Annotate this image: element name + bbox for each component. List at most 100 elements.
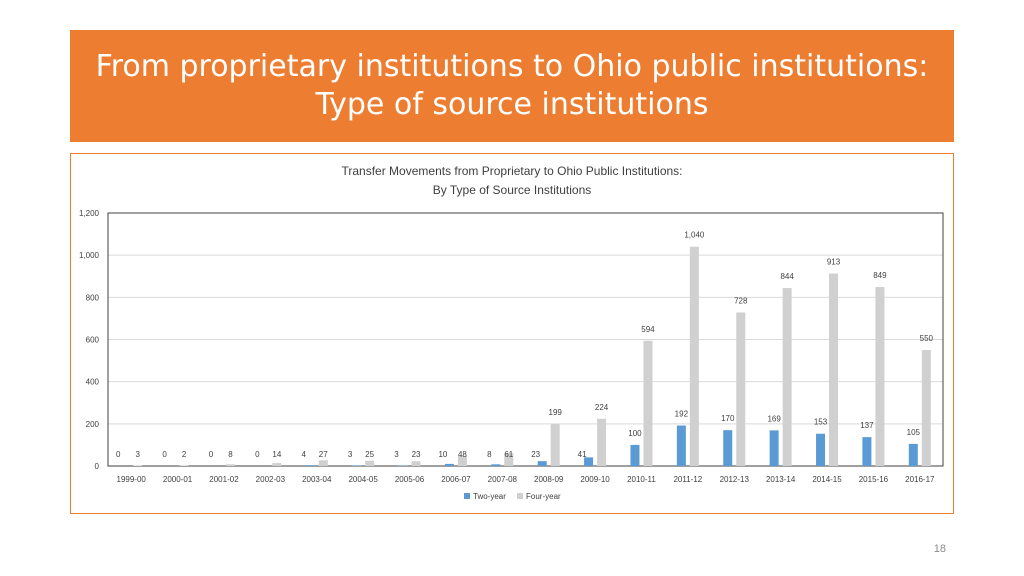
x-tick-label: 2007-08 [488, 475, 518, 484]
y-tick-label: 200 [86, 420, 100, 429]
bar-four-year [318, 460, 328, 466]
data-label-two-year: 10 [438, 450, 447, 459]
bar-four-year [457, 455, 467, 466]
data-label-four-year: 1,040 [684, 231, 705, 240]
bar-two-year [676, 425, 686, 466]
y-tick-label: 600 [86, 336, 100, 345]
bar-four-year [225, 464, 235, 466]
x-tick-label: 2001-02 [209, 475, 239, 484]
bar-four-year [550, 424, 560, 466]
data-label-two-year: 192 [675, 410, 689, 419]
data-label-four-year: 844 [780, 272, 794, 281]
bar-two-year [584, 457, 594, 466]
data-label-two-year: 100 [628, 429, 642, 438]
bar-four-year [782, 288, 792, 466]
y-tick-label: 1,000 [79, 251, 100, 260]
data-label-two-year: 3 [348, 450, 353, 459]
chart-subtitle: By Type of Source Institutions [433, 183, 592, 197]
x-tick-label: 2014-15 [812, 475, 842, 484]
bar-two-year [537, 461, 547, 466]
bar-four-year [875, 287, 885, 466]
slide-title-line2: Type of source institutions [315, 87, 709, 122]
page-number: 18 [933, 543, 946, 555]
data-label-four-year: 728 [734, 297, 748, 306]
x-tick-label: 2003-04 [302, 475, 332, 484]
data-label-four-year: 61 [504, 450, 513, 459]
x-tick-label: 2012-13 [720, 475, 750, 484]
data-label-two-year: 170 [721, 414, 735, 423]
data-label-two-year: 105 [907, 428, 921, 437]
x-tick-label: 2008-09 [534, 475, 564, 484]
data-label-two-year: 0 [116, 450, 121, 459]
bar-two-year [862, 437, 872, 466]
data-label-two-year: 169 [767, 414, 781, 423]
data-label-two-year: 0 [162, 450, 167, 459]
y-tick-label: 0 [95, 462, 100, 471]
chart-frame: Transfer Movements from Proprietary to O… [70, 153, 954, 514]
bar-two-year [908, 443, 918, 466]
bar-four-year [921, 350, 931, 466]
x-tick-label: 2010-11 [627, 475, 656, 484]
data-label-four-year: 27 [319, 450, 328, 459]
bar-two-year [491, 464, 501, 466]
y-tick-label: 400 [86, 378, 100, 387]
x-tick-label: 1999-00 [117, 475, 147, 484]
data-label-two-year: 23 [531, 450, 540, 459]
data-label-two-year: 4 [302, 450, 307, 459]
data-label-four-year: 25 [365, 450, 374, 459]
bar-four-year [689, 246, 699, 466]
bar-two-year [398, 465, 408, 466]
x-tick-label: 2004-05 [348, 475, 378, 484]
data-label-two-year: 0 [209, 450, 214, 459]
x-tick-label: 2009-10 [580, 475, 610, 484]
plot-area [107, 212, 944, 467]
data-label-four-year: 224 [595, 403, 609, 412]
slide-title-line1: From proprietary institutions to Ohio pu… [95, 49, 929, 84]
bar-four-year [829, 273, 839, 466]
data-label-four-year: 14 [272, 450, 281, 459]
bar-two-year [444, 463, 454, 466]
bar-four-year [736, 312, 746, 466]
bar-four-year [272, 463, 282, 466]
bar-four-year [597, 418, 607, 466]
bar-two-year [352, 465, 362, 466]
x-tick-label: 2011-12 [673, 475, 702, 484]
chart-title: Transfer Movements from Proprietary to O… [341, 164, 682, 178]
bar-two-year [630, 444, 640, 466]
bar-four-year [133, 465, 143, 466]
title-banner: From proprietary institutions to Ohio pu… [70, 30, 954, 142]
data-label-two-year: 8 [487, 450, 492, 459]
data-label-four-year: 199 [549, 408, 563, 417]
data-label-two-year: 41 [578, 450, 587, 459]
legend-label-four-year: Four-year [526, 492, 561, 501]
data-label-two-year: 3 [394, 450, 399, 459]
x-tick-label: 2005-06 [395, 475, 425, 484]
data-label-four-year: 48 [458, 450, 467, 459]
bar-four-year [504, 453, 514, 466]
x-tick-label: 2006-07 [441, 475, 471, 484]
data-label-four-year: 8 [228, 450, 233, 459]
data-label-two-year: 137 [860, 421, 874, 430]
bar-two-year [769, 430, 779, 466]
data-label-four-year: 550 [920, 334, 934, 343]
y-tick-label: 800 [86, 293, 100, 302]
data-label-four-year: 913 [827, 258, 841, 267]
bar-four-year [411, 461, 421, 466]
x-tick-label: 2002-03 [256, 475, 286, 484]
data-label-four-year: 2 [182, 450, 187, 459]
x-tick-label: 2013-14 [766, 475, 796, 484]
y-tick-label: 1,200 [79, 209, 100, 218]
bar-chart: Transfer Movements from Proprietary to O… [79, 164, 944, 501]
data-label-four-year: 849 [873, 271, 887, 280]
legend-label-two-year: Two-year [473, 492, 506, 501]
x-tick-label: 2000-01 [163, 475, 193, 484]
bar-two-year [816, 433, 826, 466]
legend-swatch-four-year [517, 493, 523, 499]
bar-four-year [643, 340, 653, 466]
data-label-four-year: 594 [641, 325, 655, 334]
bar-two-year [723, 430, 733, 466]
legend-swatch-two-year [464, 493, 470, 499]
data-label-two-year: 0 [255, 450, 260, 459]
x-tick-label: 2016-17 [905, 475, 935, 484]
data-label-two-year: 153 [814, 418, 828, 427]
